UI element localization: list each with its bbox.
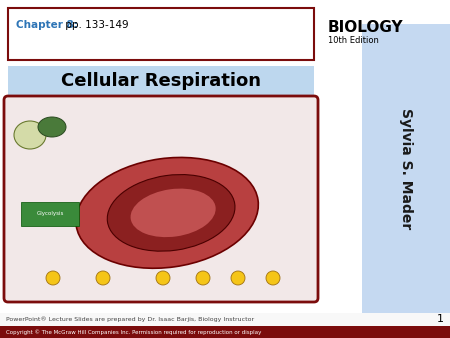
Ellipse shape	[76, 158, 258, 268]
FancyBboxPatch shape	[8, 8, 314, 60]
Ellipse shape	[266, 271, 280, 285]
Bar	[0, 326, 450, 338]
Ellipse shape	[156, 271, 170, 285]
Ellipse shape	[46, 271, 60, 285]
Text: pp. 133-149: pp. 133-149	[62, 20, 129, 30]
FancyBboxPatch shape	[21, 202, 79, 226]
Text: Copyright © The McGraw Hill Companies Inc. Permission required for reproduction : Copyright © The McGraw Hill Companies In…	[6, 329, 261, 335]
Text: PowerPoint® Lecture Slides are prepared by Dr. Isaac Barjis, Biology Instructor: PowerPoint® Lecture Slides are prepared …	[6, 317, 254, 322]
Ellipse shape	[96, 271, 110, 285]
Ellipse shape	[231, 271, 245, 285]
Ellipse shape	[196, 271, 210, 285]
Text: 1: 1	[437, 314, 444, 324]
Text: Cellular Respiration: Cellular Respiration	[61, 72, 261, 90]
Text: Chapter 8:: Chapter 8:	[16, 20, 78, 30]
Ellipse shape	[38, 117, 66, 137]
Bar	[0, 313, 450, 326]
Ellipse shape	[107, 174, 235, 251]
FancyBboxPatch shape	[4, 96, 318, 302]
Text: 10th Edition: 10th Edition	[328, 36, 379, 45]
Text: Sylvia S. Mader: Sylvia S. Mader	[399, 108, 413, 229]
Ellipse shape	[130, 189, 216, 237]
Ellipse shape	[14, 121, 46, 149]
Text: BIOLOGY: BIOLOGY	[328, 20, 404, 35]
Text: Glycolysis: Glycolysis	[36, 212, 64, 216]
Bar	[8, 66, 314, 96]
Bar	[362, 24, 450, 313]
